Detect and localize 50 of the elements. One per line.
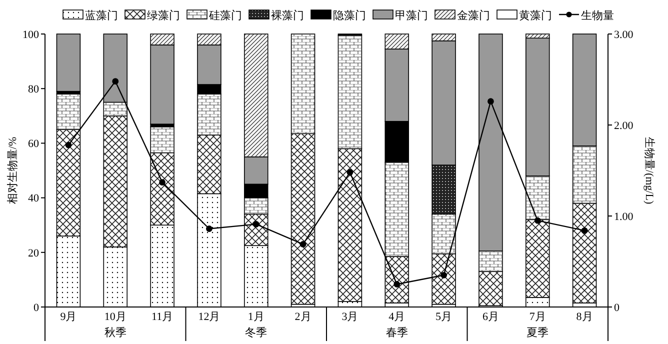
x-tick-label: 9月	[60, 311, 77, 323]
y-tick-label: 0	[34, 302, 40, 314]
point	[65, 142, 72, 148]
point	[112, 78, 119, 85]
x-tick-label: 6月	[482, 311, 499, 323]
legend-label: 绿藻门	[147, 9, 180, 22]
y2-tick-label: 2.00	[614, 120, 634, 132]
point	[581, 227, 588, 234]
text: 夏季	[526, 326, 549, 339]
x-tick-label: 1月	[248, 311, 264, 323]
legend-label: 隐藻门	[333, 9, 366, 22]
text: 春季	[386, 326, 408, 339]
legend-label: 甲藻门	[395, 9, 428, 22]
y2-tick-label: 0	[614, 302, 620, 314]
x-tick-label: 12月	[198, 311, 220, 323]
legend-label: 黄藻门	[519, 9, 552, 22]
y-tick-label: 80	[28, 83, 40, 96]
y2-axis-title: 生物量/(mg/L)	[643, 136, 656, 204]
x-tick-label: 3月	[342, 311, 358, 323]
text: 冬季	[245, 326, 268, 339]
y-axis-title: 相对生物量/%	[6, 136, 19, 204]
bar	[56, 34, 81, 92]
x-tick-label: 10月	[104, 311, 126, 323]
x-tick-label: 4月	[388, 311, 406, 323]
y-tick-label: 60	[28, 138, 40, 150]
y2-tick-label: 3.00	[614, 28, 634, 41]
x-tick-label: 5月	[436, 311, 452, 323]
x-tick-label: 11月	[151, 311, 174, 323]
point	[206, 226, 212, 232]
legend-label: 裸藻门	[271, 9, 304, 22]
point	[300, 241, 306, 248]
y-tick-label: 20	[28, 247, 40, 260]
y-tick-label: 100	[22, 28, 40, 41]
legend-label: 蓝藻门	[85, 9, 118, 22]
x-tick-label: 8月	[576, 311, 593, 323]
y-tick-label: 40	[28, 192, 40, 205]
x-tick-label: 7月	[529, 311, 546, 323]
point	[252, 220, 260, 228]
point	[159, 179, 166, 186]
legend-label: 硅藻门	[208, 9, 242, 22]
legend-label: 生物量	[581, 9, 614, 22]
text: 秋季	[104, 326, 126, 339]
point	[488, 98, 494, 105]
point	[440, 272, 447, 278]
y2-tick-label: 1.00	[614, 210, 634, 223]
point	[534, 217, 541, 224]
legend-label: 金藻门	[457, 9, 490, 22]
x-tick-label: 2月	[294, 311, 312, 323]
point	[346, 169, 354, 176]
point	[394, 281, 400, 288]
